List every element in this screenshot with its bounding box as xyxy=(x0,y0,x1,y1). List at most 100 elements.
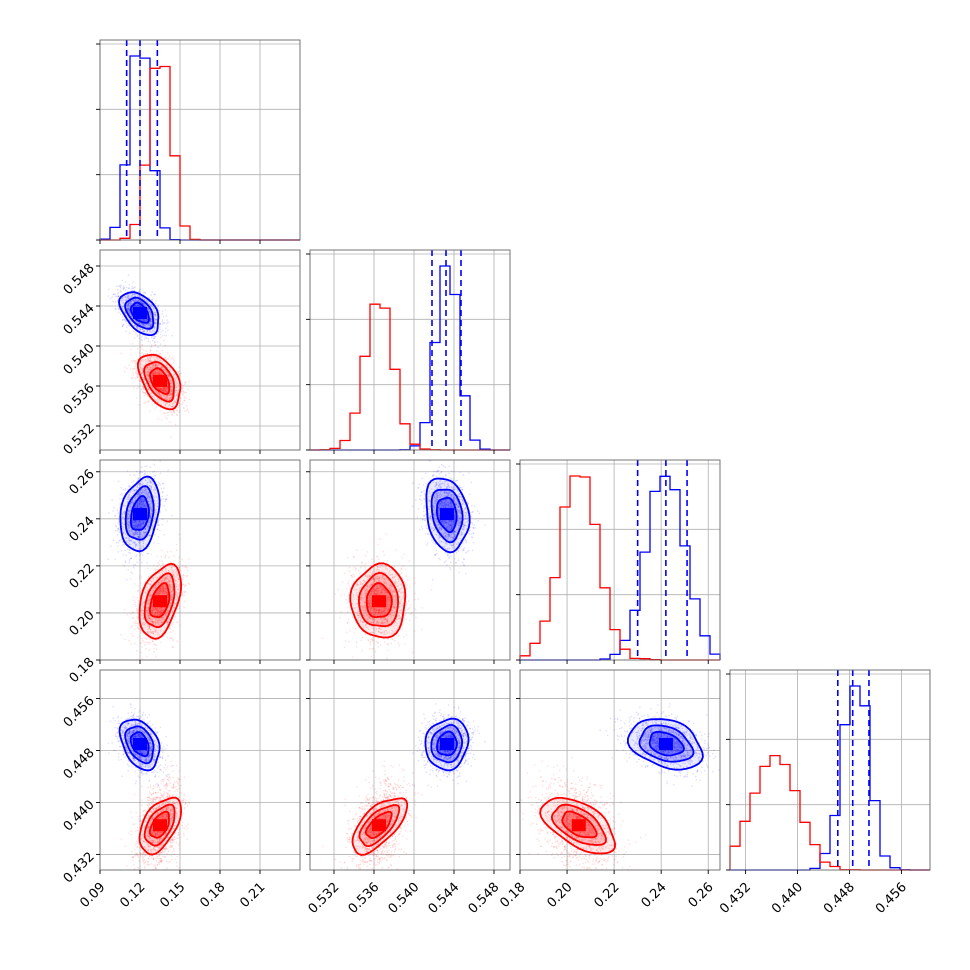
scatter-point-1-0-s1 xyxy=(174,402,176,404)
scatter-point-1-0-s1 xyxy=(173,360,175,362)
scatter-point-1-0-s1 xyxy=(164,401,166,404)
scatter-point-2-0-s1 xyxy=(153,650,155,653)
scatter-point-2-0-s0 xyxy=(146,552,149,555)
scatter-point-1-0-s0 xyxy=(147,300,149,302)
scatter-point-1-0-s0 xyxy=(158,323,161,326)
scatter-point-1-0-s1 xyxy=(147,327,150,330)
scatter-point-1-0-s0 xyxy=(146,330,148,332)
scatter-point-1-0-s1 xyxy=(157,364,159,367)
scatter-point-1-0-s1 xyxy=(152,366,155,369)
scatter-point-1-0-s1 xyxy=(141,372,144,374)
scatter-point-1-0-s0 xyxy=(159,323,162,325)
scatter-point-1-0-s1 xyxy=(158,393,161,396)
scatter-point-1-0-s0 xyxy=(141,318,144,321)
scatter-point-1-0-s0 xyxy=(140,319,143,321)
scatter-point-1-0-s1 xyxy=(145,360,147,363)
scatter-point-1-0-s1 xyxy=(163,389,165,392)
scatter-point-1-0-s0 xyxy=(165,315,167,317)
scatter-point-1-0-s1 xyxy=(186,409,188,412)
scatter-point-2-0-s0 xyxy=(138,552,141,554)
scatter-point-2-0-s0 xyxy=(130,571,132,574)
scatter-point-1-0-s1 xyxy=(150,355,152,358)
scatter-point-1-0-s1 xyxy=(178,411,180,414)
scatter-point-1-0-s0 xyxy=(142,331,145,334)
scatter-point-1-0-s1 xyxy=(168,398,171,401)
scatter-point-1-0-s0 xyxy=(128,309,130,311)
scatter-point-1-0-s1 xyxy=(139,363,141,366)
scatter-point-1-0-s1 xyxy=(167,373,170,376)
scatter-point-1-0-s0 xyxy=(154,321,157,324)
scatter-point-1-0-s1 xyxy=(147,358,149,360)
scatter-point-1-0-s1 xyxy=(156,398,159,401)
scatter-point-2-0-s0 xyxy=(114,558,116,560)
scatter-point-1-0-s1 xyxy=(163,389,165,391)
scatter-point-2-0-s0 xyxy=(108,512,110,514)
scatter-point-2-0-s0 xyxy=(151,471,154,473)
scatter-point-1-0-s1 xyxy=(131,376,133,379)
scatter-point-1-0-s1 xyxy=(165,398,168,401)
scatter-point-2-0-s1 xyxy=(141,657,144,659)
scatter-point-1-0-s1 xyxy=(146,373,149,376)
scatter-point-1-0-s1 xyxy=(141,343,143,346)
scatter-point-1-0-s0 xyxy=(147,337,150,340)
scatter-point-1-0-s1 xyxy=(164,397,167,400)
scatter-point-2-0-s0 xyxy=(121,544,124,546)
scatter-point-1-0-s1 xyxy=(140,371,143,374)
scatter-point-1-0-s0 xyxy=(155,300,157,302)
scatter-point-1-0-s0 xyxy=(143,330,145,333)
scatter-point-1-0-s1 xyxy=(148,377,150,380)
scatter-point-1-0-s0 xyxy=(152,329,154,332)
scatter-point-1-0-s1 xyxy=(142,387,144,390)
scatter-point-1-0-s0 xyxy=(118,308,120,310)
scatter-point-1-0-s0 xyxy=(138,296,141,298)
scatter-point-1-0-s1 xyxy=(164,390,167,393)
scatter-point-1-0-s0 xyxy=(136,300,138,303)
scatter-point-1-0-s0 xyxy=(124,289,127,291)
scatter-point-1-0-s1 xyxy=(149,358,152,361)
scatter-point-1-0-s1 xyxy=(153,363,155,365)
scatter-point-1-0-s1 xyxy=(141,370,144,372)
scatter-point-1-0-s1 xyxy=(162,387,165,389)
scatter-point-1-0-s1 xyxy=(160,388,162,390)
scatter-point-1-0-s0 xyxy=(154,322,157,325)
scatter-point-1-0-s0 xyxy=(150,320,152,323)
scatter-point-1-0-s0 xyxy=(121,316,124,318)
scatter-point-1-0-s1 xyxy=(162,388,164,391)
scatter-point-2-0-s0 xyxy=(139,558,141,561)
scatter-point-1-0-s0 xyxy=(124,281,127,283)
scatter-point-1-0-s1 xyxy=(165,402,167,405)
scatter-point-1-0-s1 xyxy=(171,405,173,408)
scatter-point-1-0-s1 xyxy=(156,350,158,352)
scatter-point-1-0-s0 xyxy=(138,295,141,297)
scatter-point-1-0-s0 xyxy=(140,300,143,303)
scatter-point-1-0-s0 xyxy=(129,304,132,307)
scatter-point-2-0-s1 xyxy=(131,616,134,619)
scatter-point-1-0-s1 xyxy=(151,374,154,376)
scatter-point-1-0-s1 xyxy=(164,412,167,414)
scatter-point-2-0-s1 xyxy=(155,656,157,658)
scatter-point-1-0-s0 xyxy=(142,328,144,331)
scatter-point-1-0-s0 xyxy=(127,294,129,297)
scatter-point-1-0-s1 xyxy=(173,411,176,414)
scatter-point-1-0-s1 xyxy=(145,362,147,364)
scatter-point-2-0-s1 xyxy=(177,620,179,623)
scatter-point-1-0-s1 xyxy=(166,394,168,397)
scatter-point-1-0-s1 xyxy=(181,403,184,405)
scatter-point-2-0-s0 xyxy=(141,561,143,564)
scatter-point-1-0-s0 xyxy=(119,291,122,294)
scatter-point-1-0-s1 xyxy=(160,353,162,355)
scatter-point-1-0-s1 xyxy=(170,357,173,360)
scatter-point-1-0-s0 xyxy=(128,312,131,315)
scatter-point-1-0-s0 xyxy=(137,304,139,306)
scatter-point-1-0-s0 xyxy=(127,274,130,276)
scatter-point-1-0-s1 xyxy=(144,358,147,361)
scatter-point-1-0-s1 xyxy=(182,390,185,392)
scatter-point-1-0-s0 xyxy=(134,299,136,302)
scatter-point-1-0-s1 xyxy=(162,388,165,390)
scatter-point-1-0-s1 xyxy=(183,391,185,393)
scatter-point-1-0-s0 xyxy=(162,329,164,332)
scatter-point-1-0-s1 xyxy=(145,371,148,374)
scatter-point-1-0-s1 xyxy=(140,359,143,362)
scatter-point-1-0-s1 xyxy=(147,400,150,403)
scatter-point-1-0-s0 xyxy=(149,322,152,325)
